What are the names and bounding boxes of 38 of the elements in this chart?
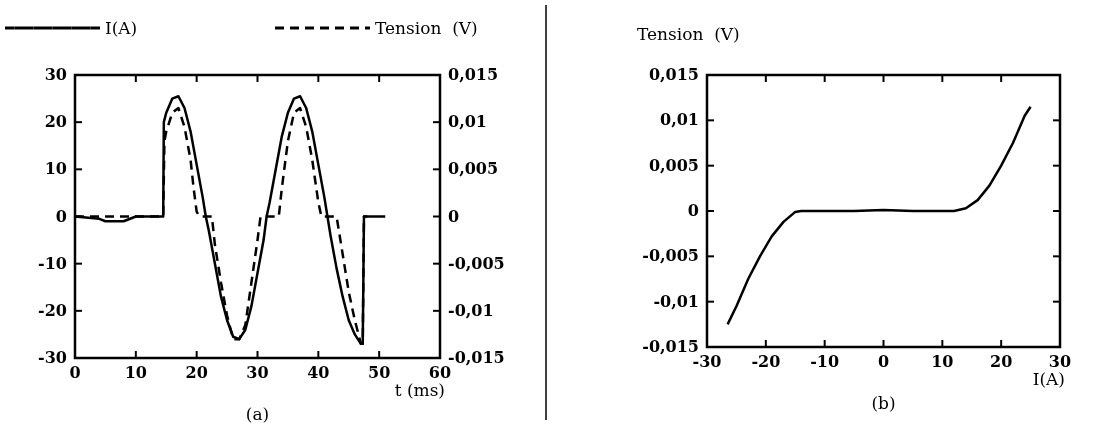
x-axis-title: I(A)	[1032, 369, 1065, 389]
x-tick-label: 20	[185, 363, 208, 382]
y2-tick-label: -0,01	[448, 300, 494, 320]
x-tick-label: 30	[1048, 352, 1072, 371]
x-tick-label: -10	[810, 352, 840, 371]
y2-tick-label: 0,015	[448, 65, 499, 84]
y-tick-label: -0,005	[642, 246, 699, 266]
y2-tick-label: -0,005	[448, 253, 505, 273]
y-tick-label: -10	[38, 253, 67, 273]
y-tick-label: -0,01	[653, 291, 699, 311]
y-tick-label: 0	[687, 201, 699, 220]
x-tick-label: 40	[307, 363, 330, 382]
y-tick-label: 0,01	[660, 110, 699, 130]
text: (a)	[245, 404, 270, 424]
x-tick-label: -20	[751, 352, 781, 371]
line-series	[726, 105, 1032, 326]
y-tick-label: 0	[55, 206, 67, 226]
y-tick-label: 10	[44, 159, 67, 179]
x-tick-label: 10	[931, 352, 954, 371]
y-tick-label: 0,005	[648, 155, 699, 175]
y-axis-title: Tension (V)	[637, 24, 740, 44]
x-axis-title: t (ms)	[394, 380, 445, 400]
y-tick-label: 30	[44, 65, 67, 84]
y2-tick-label: 0,01	[448, 112, 487, 132]
y2-tick-label: 0	[448, 206, 460, 226]
x-tick-label: 0	[69, 363, 81, 382]
legend-label: Tension (V)	[375, 18, 478, 38]
y2-tick-label: 0,005	[448, 159, 499, 179]
text: (b)	[871, 393, 896, 413]
x-tick-label: 30	[246, 363, 269, 382]
y-tick-label: 20	[44, 112, 67, 132]
x-tick-label: 10	[124, 363, 147, 382]
legend-label: I(A)	[105, 18, 138, 38]
y-tick-label: -20	[38, 300, 67, 320]
y-tick-label: 0,015	[648, 65, 699, 84]
x-tick-label: 0	[877, 352, 890, 371]
x-tick-label: 20	[990, 352, 1013, 371]
x-tick-label: 50	[368, 363, 391, 382]
